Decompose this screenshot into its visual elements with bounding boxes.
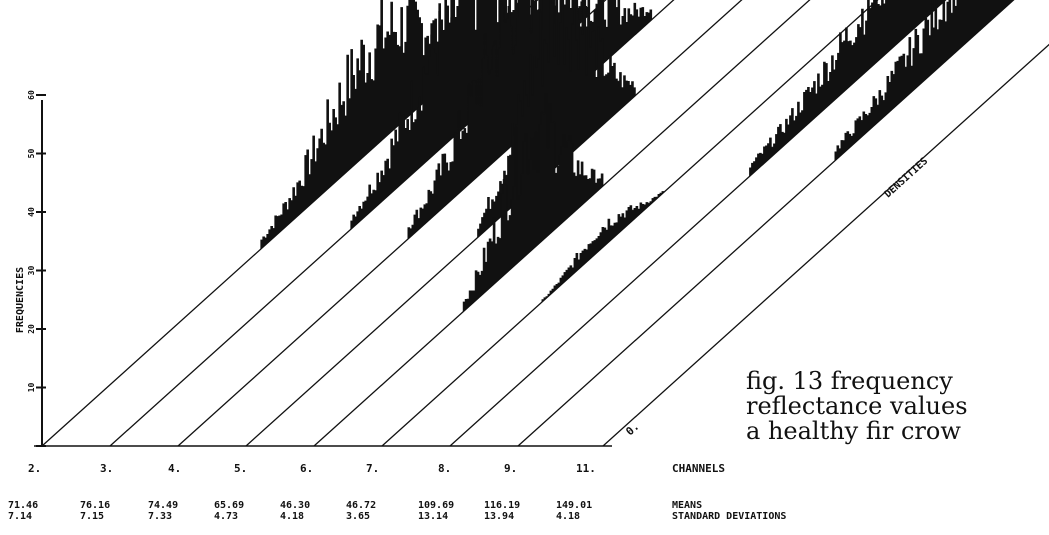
channels-row-label: CHANNELS [672, 462, 725, 475]
origin-label: 0. [623, 420, 642, 439]
y-tick-label: 60 [27, 90, 36, 100]
depth-line [602, 43, 1049, 447]
std-value: 4.18 [556, 511, 580, 522]
std-value: 7.14 [8, 511, 32, 522]
y-tick-group: 10 20 30 40 50 60 [27, 90, 46, 447]
y-tick-label: 30 [27, 266, 36, 276]
channel-label: 5. [234, 462, 247, 475]
channel-label: 11. [576, 462, 596, 475]
means-row-label: MEANS [672, 500, 702, 511]
y-tick-label: 20 [27, 324, 36, 334]
channel-label: 8. [438, 462, 451, 475]
y-tick-label: 10 [27, 383, 36, 393]
channel-histogram [834, 0, 1015, 162]
channel-histogram [749, 0, 947, 178]
std-value: 7.33 [148, 511, 172, 522]
y-tick-label: 40 [27, 207, 36, 217]
std-value: 7.15 [80, 511, 104, 522]
std-row-label: STANDARD DEVIATIONS [672, 511, 786, 522]
std-value: 3.65 [346, 511, 370, 522]
channel-label: 6. [300, 462, 313, 475]
caption-line-2: reflectance values [746, 392, 968, 420]
channel-label: 7. [366, 462, 379, 475]
channel-label: 4. [168, 462, 181, 475]
std-value: 4.18 [280, 511, 304, 522]
caption-line-1: fig. 13 frequency [746, 367, 953, 395]
mean-value: 109.69 [418, 500, 454, 511]
mean-value: 46.72 [346, 500, 376, 511]
mean-value: 46.30 [280, 500, 310, 511]
mean-value: 116.19 [484, 500, 520, 511]
histograms [260, 0, 1015, 313]
std-labels: 7.14 7.15 7.33 4.73 4.18 3.65 13.14 13.94 4.18 [8, 511, 580, 522]
y-axis-label: FREQUENCIES [15, 267, 26, 333]
std-value: 4.73 [214, 511, 238, 522]
y-tick-label: 50 [27, 149, 36, 159]
channel-label: 2. [28, 462, 41, 475]
channel-labels: 2. 3. 4. 5. 6. 7. 8. 9. 11. [28, 462, 596, 475]
depth-axis-label: DENSITIES [883, 156, 931, 200]
mean-value: 149.01 [556, 500, 592, 511]
mean-value: 74.49 [148, 500, 178, 511]
mean-labels: 71.46 76.16 74.49 65.69 46.30 46.72 109.69 116.… [8, 500, 592, 511]
channel-histogram [541, 191, 665, 303]
channel-label: 9. [504, 462, 517, 475]
std-value: 13.14 [418, 511, 448, 522]
channel-histogram [462, 93, 604, 313]
caption-line-3: a healthy fir crow [746, 417, 961, 445]
channel-label: 3. [100, 462, 113, 475]
mean-value: 65.69 [214, 500, 244, 511]
mean-value: 71.46 [8, 500, 38, 511]
mean-value: 76.16 [80, 500, 110, 511]
std-value: 13.94 [484, 511, 514, 522]
